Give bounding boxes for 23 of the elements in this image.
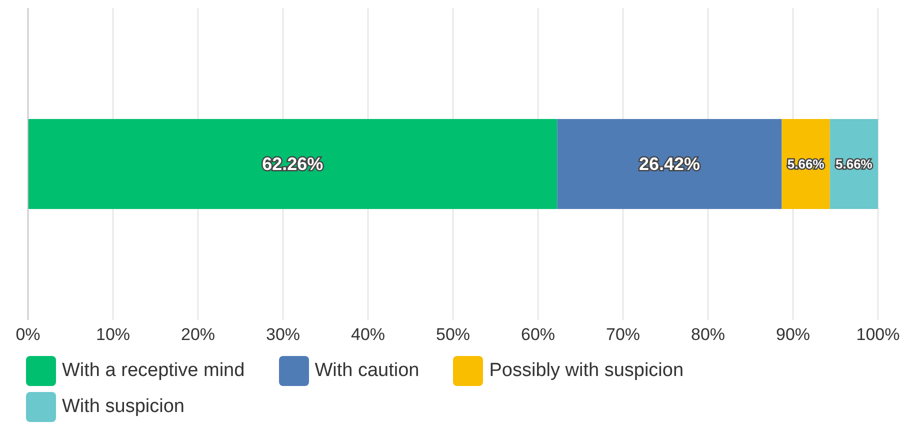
x-tick-label: 20% bbox=[180, 325, 216, 344]
x-tick-label: 100% bbox=[856, 325, 900, 344]
x-tick-label: 90% bbox=[776, 325, 810, 344]
x-tick-label: 10% bbox=[96, 325, 130, 344]
bar bbox=[28, 119, 558, 209]
x-tick-label: 50% bbox=[436, 325, 470, 344]
data-label: 62.26% bbox=[262, 154, 324, 174]
data-label: 26.42% bbox=[638, 154, 700, 174]
x-tick-label: 70% bbox=[606, 325, 640, 344]
legend-label: With a receptive mind bbox=[62, 360, 245, 382]
x-tick-label: 60% bbox=[520, 325, 556, 344]
legend-label: With caution bbox=[314, 360, 420, 382]
x-tick-label: 30% bbox=[266, 325, 300, 344]
data-label: 5.66% bbox=[787, 156, 825, 172]
legend-label: With suspicion bbox=[62, 396, 184, 418]
x-tick-label: 0% bbox=[16, 325, 40, 344]
bar bbox=[830, 119, 878, 209]
legend-label: Possibly with suspicion bbox=[489, 360, 684, 382]
bar bbox=[782, 119, 830, 209]
bar bbox=[557, 119, 782, 209]
data-label: 5.66% bbox=[836, 156, 873, 172]
x-tick-label: 80% bbox=[690, 325, 726, 344]
x-tick-label: 40% bbox=[350, 325, 386, 344]
